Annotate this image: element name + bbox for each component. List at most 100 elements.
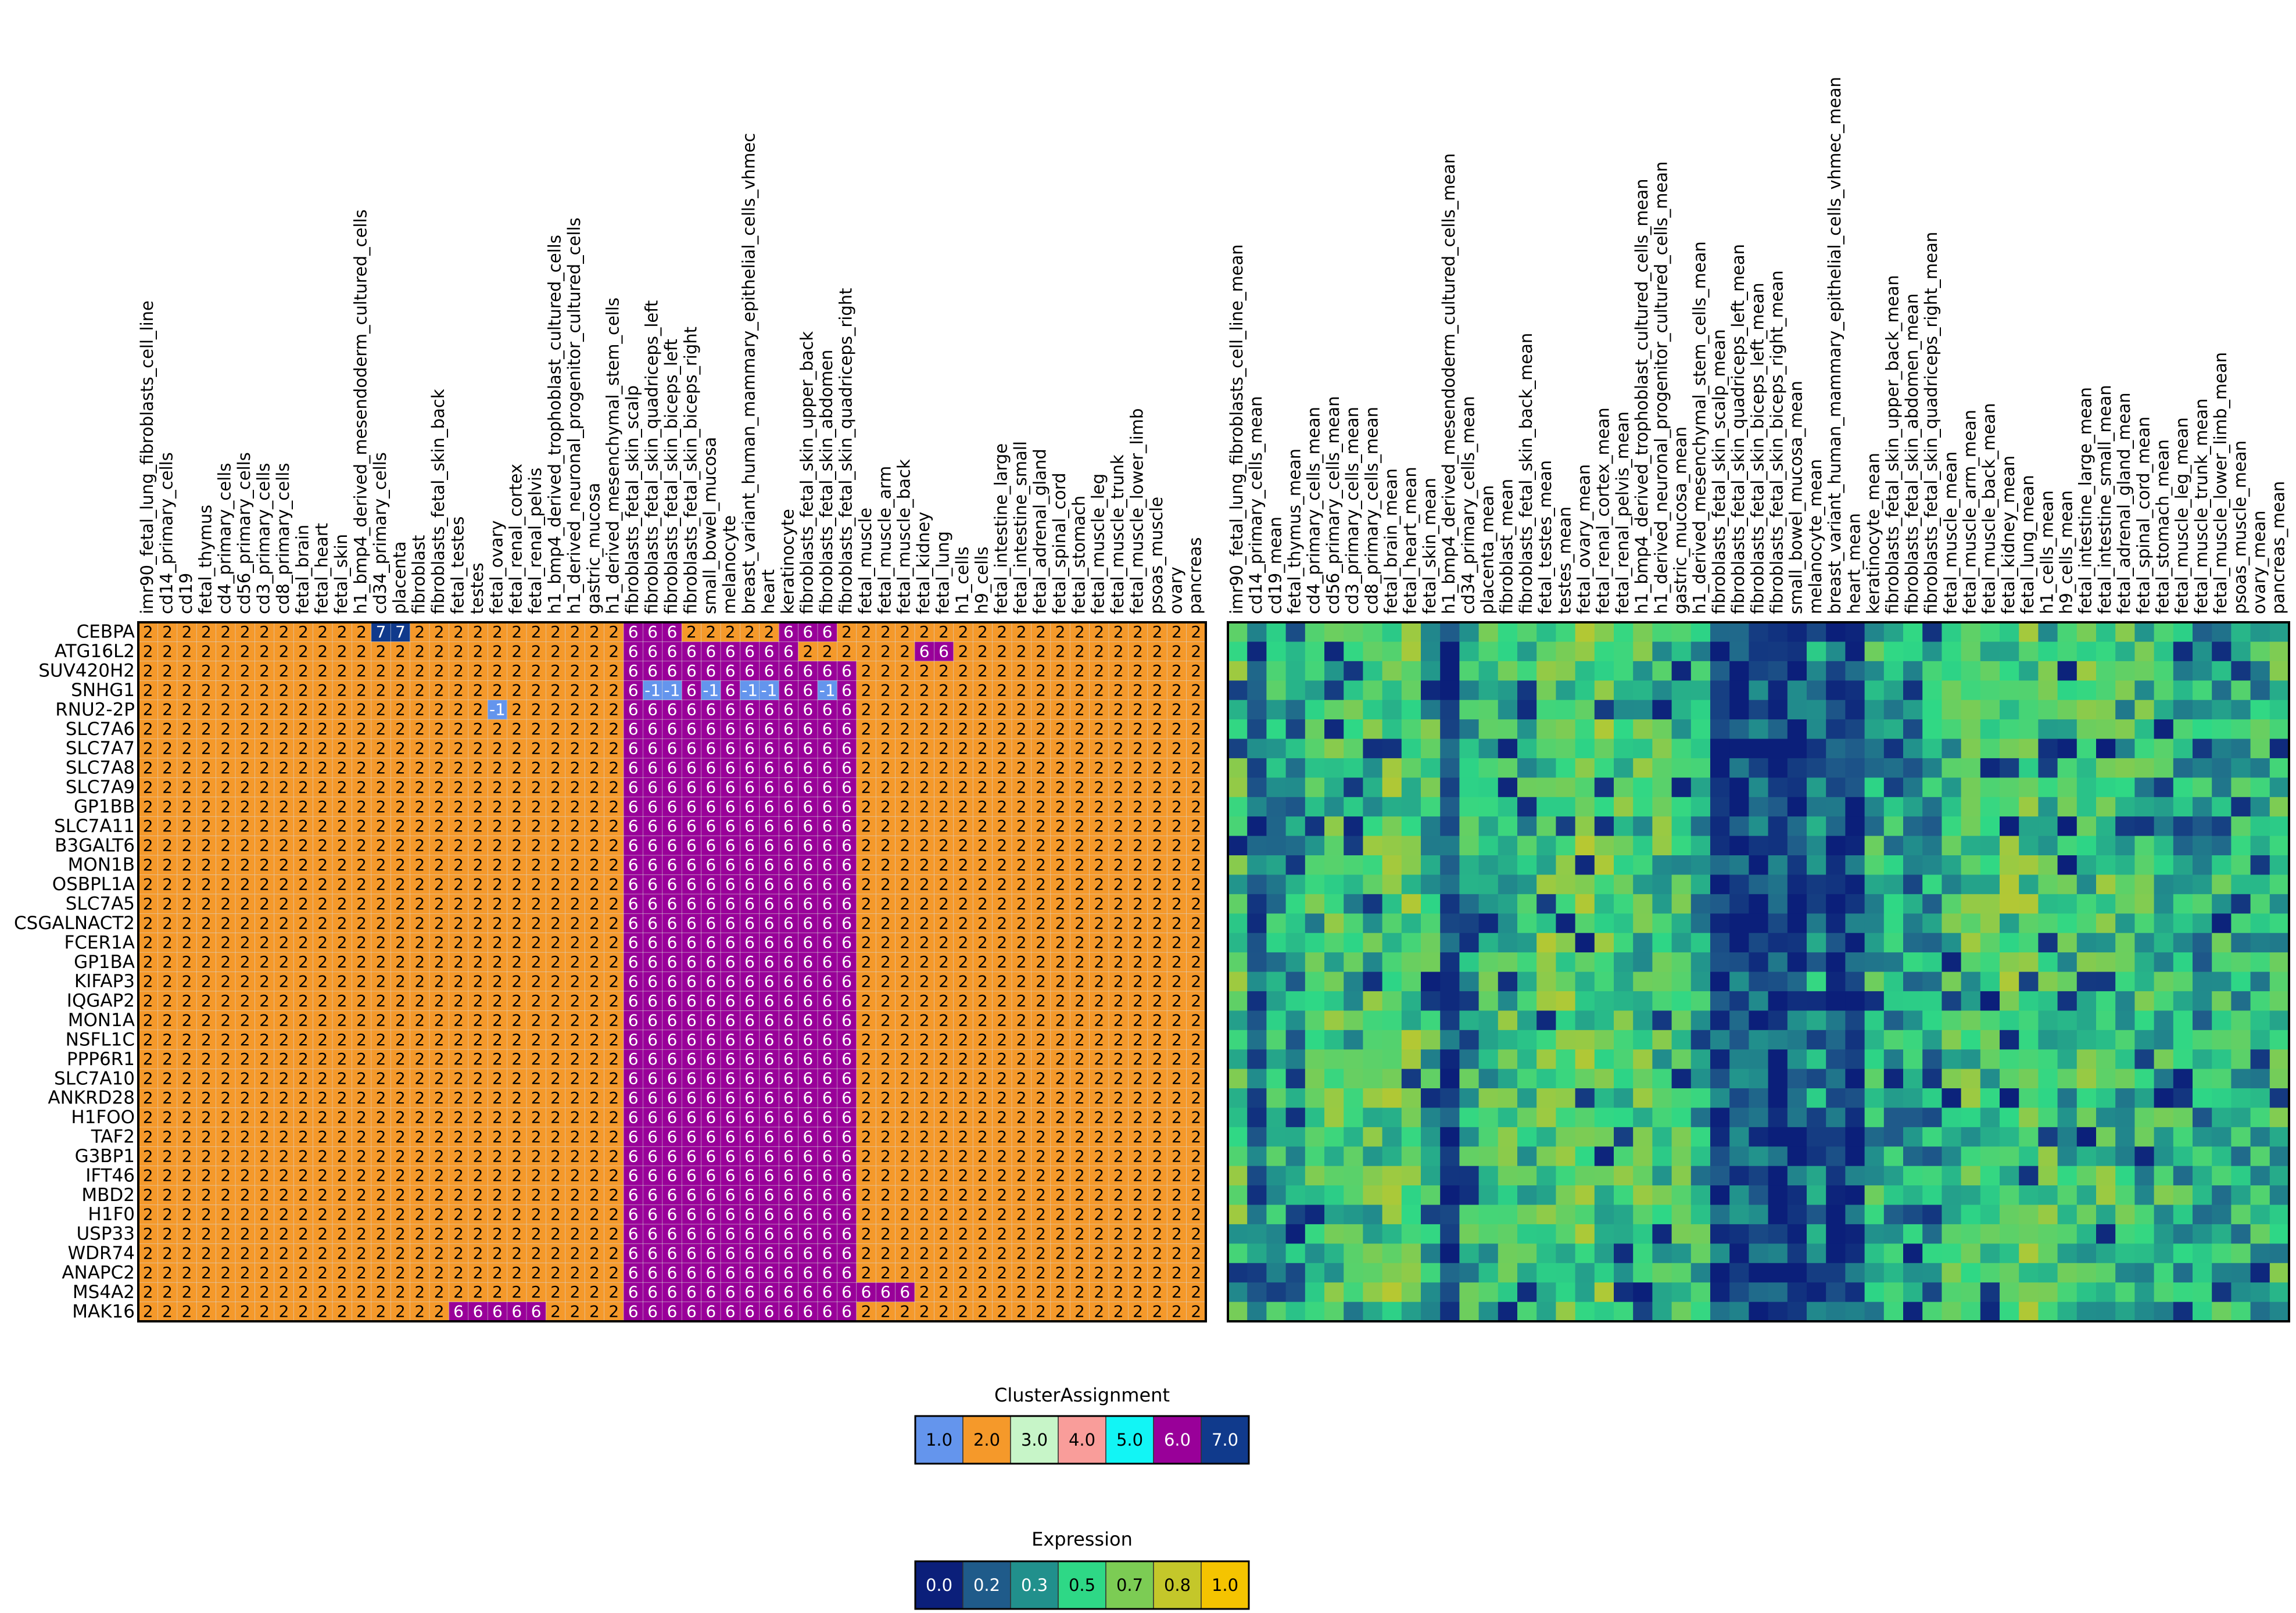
expression-cell — [2038, 700, 2058, 720]
cluster-cell-label: 2 — [861, 1127, 872, 1146]
cluster-cell-label: 6 — [667, 1302, 678, 1321]
expression-cell — [2096, 913, 2116, 934]
cluster-cell-label: 2 — [997, 1107, 1007, 1127]
expression-cell — [1401, 797, 1421, 817]
cluster-cell-label: 2 — [317, 816, 328, 836]
cluster-cell-label: 6 — [647, 719, 658, 739]
cluster-cell-label: 2 — [939, 1030, 949, 1049]
row-label: ATG16L2 — [55, 641, 135, 662]
cluster-cell-label: 2 — [900, 1049, 910, 1069]
cluster-cell-label: 2 — [1036, 933, 1046, 952]
cluster-cell-label: 2 — [900, 972, 910, 991]
cluster-cell-label: 2 — [1133, 1146, 1143, 1166]
cluster-cell-label: 6 — [705, 1069, 716, 1088]
cluster-cell-label: 2 — [240, 700, 250, 719]
expression-cell — [2231, 874, 2251, 895]
cluster-cell-label: 2 — [1172, 1243, 1182, 1263]
cluster-cell-label: 6 — [647, 1127, 658, 1146]
cluster-cell-label: 2 — [1074, 797, 1085, 816]
expression-cell — [1922, 758, 1942, 778]
expression-cell — [1401, 816, 1421, 837]
cluster-cell-label: 2 — [977, 758, 988, 777]
cluster-cell-label: 2 — [531, 758, 542, 777]
cluster-cell-label: 2 — [162, 972, 173, 991]
expression-cell — [1285, 855, 1306, 875]
expression-cell — [2173, 894, 2193, 914]
cluster-cell — [1089, 661, 1109, 682]
cluster-cell — [1011, 661, 1032, 682]
expression-cell — [1594, 719, 1614, 739]
cluster-cell — [138, 739, 159, 759]
cluster-cell-label: 2 — [298, 952, 309, 972]
cluster-cell-label: 2 — [492, 1263, 503, 1282]
cluster-cell-label: 2 — [1113, 797, 1124, 816]
cluster-cell-label: 2 — [473, 758, 483, 777]
expression-cell — [2250, 797, 2270, 817]
cluster-cell-label: 2 — [376, 1185, 386, 1205]
cluster-cell-label: 2 — [317, 1107, 328, 1127]
expression-cell — [1633, 874, 1653, 895]
cluster-cell-label: 2 — [550, 739, 561, 758]
cluster-cell-label: 2 — [1191, 1146, 1201, 1166]
column-label: fetal_muscle — [855, 508, 875, 614]
cluster-cell-label: 2 — [356, 1049, 367, 1069]
cluster-cell-label: 2 — [1191, 1069, 1201, 1088]
cluster-cell-label: 2 — [1036, 1010, 1046, 1030]
expression-cell — [1671, 855, 1692, 875]
expression-cell — [1961, 913, 1981, 934]
cluster-cell-label: 2 — [958, 758, 969, 777]
cluster-cell-label: 6 — [744, 661, 755, 680]
cluster-cell — [1128, 680, 1148, 701]
expression-cell — [2057, 719, 2077, 739]
cluster-cell-label: 2 — [395, 661, 406, 680]
expression-cell — [1652, 758, 1672, 778]
cluster-cell-label: 6 — [841, 991, 852, 1010]
expression-cell — [2269, 758, 2290, 778]
expression-cell — [2076, 836, 2097, 856]
cluster-cell-label: 2 — [1074, 972, 1085, 991]
cluster-cell-label: 6 — [744, 1146, 755, 1166]
cluster-cell-label: 2 — [570, 816, 581, 836]
cluster-cell-label: 2 — [1152, 1205, 1163, 1224]
cluster-cell-label: 6 — [803, 816, 813, 836]
cluster-cell-label: 2 — [473, 1166, 483, 1185]
column-label: fetal_lung — [933, 531, 952, 614]
cluster-cell-label: 2 — [511, 855, 522, 874]
cluster-cell-label: 2 — [997, 1243, 1007, 1263]
expression-cell — [1710, 661, 1730, 681]
column-label: fibroblast — [409, 535, 429, 614]
expression-cell — [1421, 797, 1441, 817]
cluster-cell-label: 2 — [473, 894, 483, 913]
expression-cell — [1344, 680, 1363, 701]
column-label: placenta — [389, 541, 409, 614]
expression-cell — [1401, 777, 1421, 798]
column-label: fetal_heart_mean — [1400, 467, 1420, 614]
expression-cell — [1401, 894, 1421, 914]
expression-cell — [1401, 758, 1421, 778]
expression-cell — [1729, 739, 1749, 759]
expression-cell — [1749, 719, 1769, 739]
expression-cell — [2038, 758, 2058, 778]
expression-cell — [1729, 719, 1749, 739]
cluster-cell-label: 2 — [1172, 758, 1182, 777]
expression-cell — [2076, 739, 2097, 759]
cluster-cell-label: 6 — [628, 1166, 639, 1185]
cluster-cell-label: 6 — [744, 952, 755, 972]
cluster-cell — [643, 739, 663, 759]
expression-cell — [1864, 836, 1885, 856]
cluster-cell-label: 2 — [337, 758, 348, 777]
cluster-cell-label: 2 — [162, 1263, 173, 1282]
cluster-cell — [934, 641, 954, 662]
expression-cell — [1845, 641, 1865, 662]
cluster-cell-label: 2 — [453, 972, 464, 991]
cluster-cell — [1108, 680, 1129, 701]
cluster-cell-label: 2 — [1113, 874, 1124, 894]
expression-cell — [1980, 641, 2000, 662]
expression-cell — [2076, 719, 2097, 739]
cluster-cell-label: 2 — [259, 933, 270, 952]
cluster-cell-label: 2 — [337, 1049, 348, 1069]
expression-cell — [1459, 622, 1480, 642]
cluster-cell-label: 2 — [1191, 1185, 1201, 1205]
cluster-cell-label: 2 — [1016, 680, 1027, 700]
cluster-cell-label: 2 — [1074, 913, 1085, 933]
